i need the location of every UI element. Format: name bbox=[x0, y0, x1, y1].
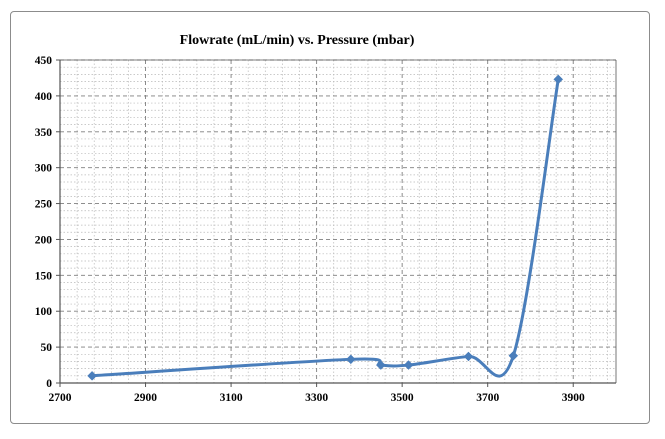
chart-title: Flowrate (mL/min) vs. Pressure (mbar) bbox=[180, 33, 415, 48]
y-tick-label: 450 bbox=[35, 55, 53, 67]
x-tick-label: 2700 bbox=[49, 392, 72, 404]
data-point-marker bbox=[508, 350, 519, 361]
y-tick-label: 350 bbox=[35, 127, 53, 139]
data-point-marker bbox=[87, 370, 97, 381]
chart-frame bbox=[10, 11, 650, 424]
x-tick-label: 3300 bbox=[305, 392, 328, 404]
y-tick-label: 0 bbox=[46, 378, 52, 390]
x-tick-label: 3900 bbox=[562, 392, 585, 404]
y-tick-label: 150 bbox=[35, 270, 53, 282]
series bbox=[87, 74, 564, 381]
x-tick-label: 3700 bbox=[476, 392, 499, 404]
data-point-marker bbox=[403, 360, 414, 370]
data-point-marker bbox=[553, 74, 564, 85]
x-tick-label: 3500 bbox=[391, 392, 414, 404]
data-point-marker bbox=[375, 360, 386, 370]
y-tick-label: 400 bbox=[35, 91, 53, 103]
data-point-marker bbox=[345, 354, 356, 365]
axes bbox=[56, 59, 617, 387]
series-line bbox=[90, 77, 560, 378]
y-tick-label: 250 bbox=[35, 199, 53, 211]
data-point-marker bbox=[463, 351, 474, 362]
grid bbox=[60, 59, 616, 383]
y-tick-label: 300 bbox=[35, 163, 53, 175]
tick-labels: 2700 2900 3100 3300 3500 3700 3900 0 50 100 150 200… bbox=[35, 55, 585, 404]
y-tick-label: 100 bbox=[35, 306, 53, 318]
x-tick-label: 2900 bbox=[134, 392, 157, 404]
x-tick-label: 3100 bbox=[220, 392, 243, 404]
y-tick-label: 200 bbox=[35, 234, 53, 246]
y-tick-label: 50 bbox=[41, 342, 53, 354]
